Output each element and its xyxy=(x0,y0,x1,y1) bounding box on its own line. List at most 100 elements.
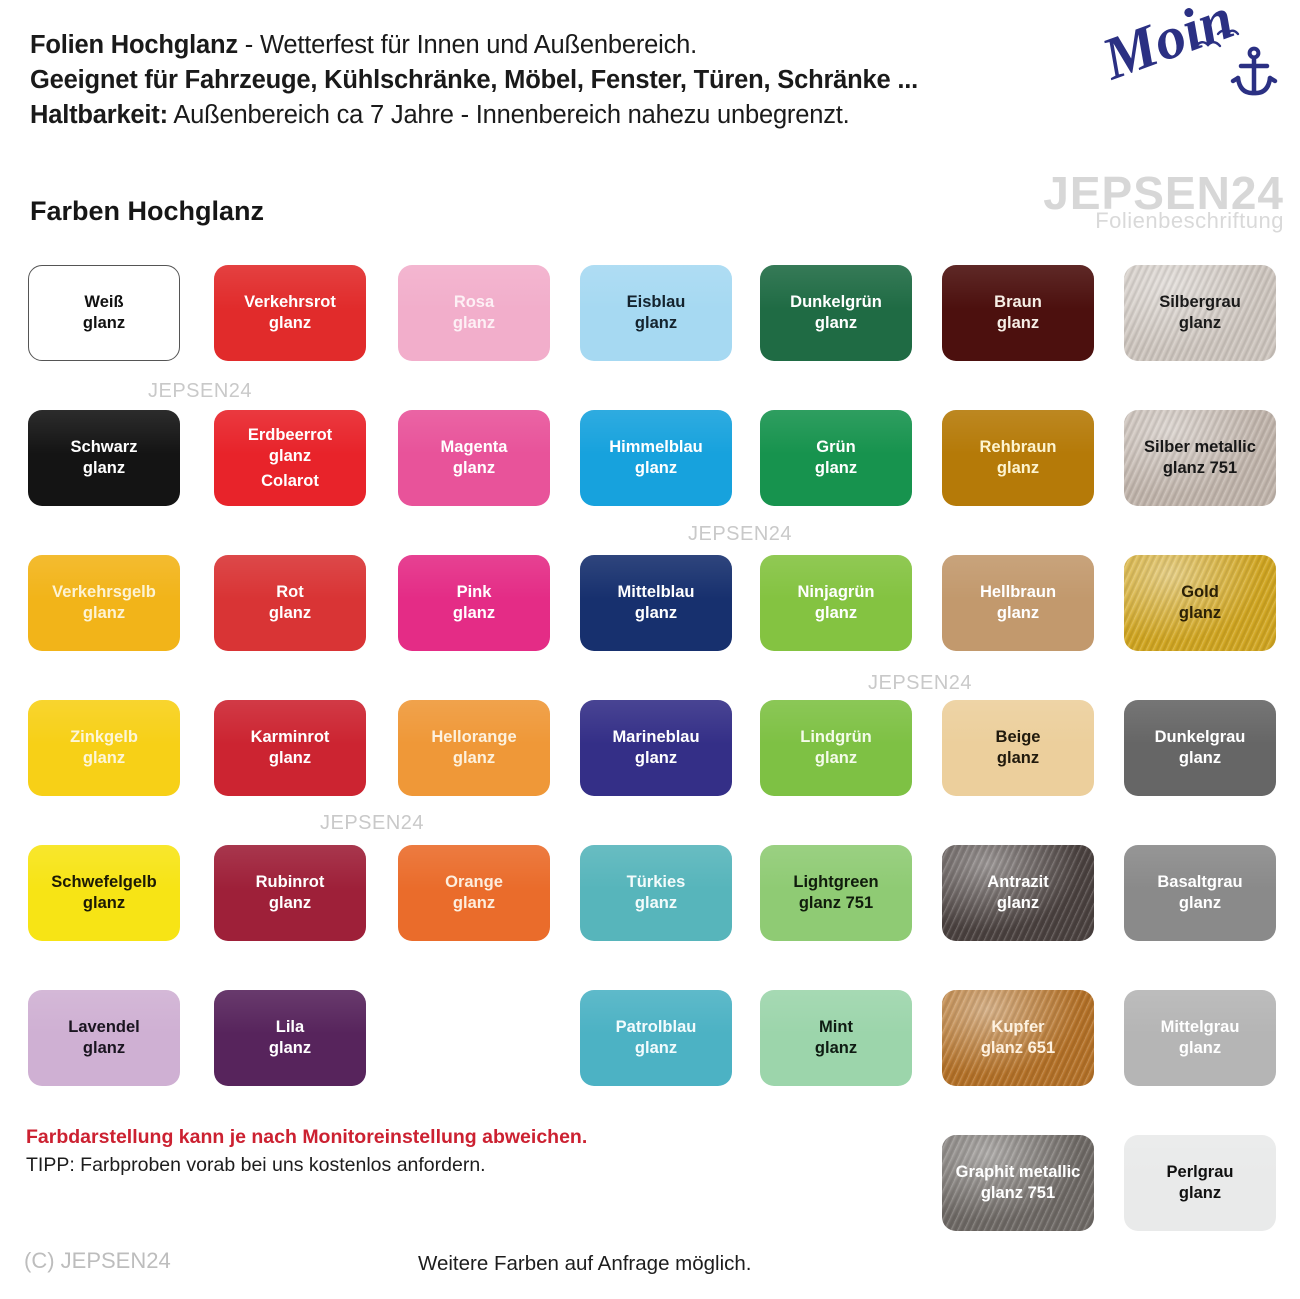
color-swatch[interactable]: Himmelblau glanz xyxy=(580,410,732,506)
color-swatch[interactable]: Karminrot glanz xyxy=(214,700,366,796)
color-swatch[interactable]: Dunkelgrün glanz xyxy=(760,265,912,361)
color-swatch[interactable]: Mint glanz xyxy=(760,990,912,1086)
color-swatch[interactable]: Marineblau glanz xyxy=(580,700,732,796)
color-swatch[interactable]: Lavendel glanz xyxy=(28,990,180,1086)
color-swatch[interactable]: Braun glanz xyxy=(942,265,1094,361)
color-swatch[interactable]: Magenta glanz xyxy=(398,410,550,506)
color-finish: glanz xyxy=(268,604,312,622)
color-swatch[interactable]: Schwefelgelb glanz xyxy=(28,845,180,941)
color-swatch[interactable]: Hellorange glanz xyxy=(398,700,550,796)
color-swatch[interactable]: Türkies glanz xyxy=(580,845,732,941)
color-swatch-label: Lightgreen glanz 751 xyxy=(789,872,882,914)
color-name: Eisblau xyxy=(626,293,686,311)
color-swatch[interactable]: Silbergrau glanz xyxy=(1124,265,1276,361)
color-swatch-label: Hellorange glanz xyxy=(427,727,520,769)
color-swatch[interactable]: Verkehrsgelb glanz xyxy=(28,555,180,651)
color-finish: glanz xyxy=(634,894,678,912)
header-line-3-bold: Haltbarkeit: xyxy=(30,101,168,129)
color-swatch[interactable]: Rot glanz xyxy=(214,555,366,651)
color-swatch[interactable]: Grün glanz xyxy=(760,410,912,506)
color-swatch-label: Lindgrün glanz xyxy=(796,727,875,769)
color-finish: glanz 751 xyxy=(980,1184,1056,1202)
color-finish: glanz xyxy=(1178,894,1222,912)
color-finish: glanz xyxy=(452,894,496,912)
color-swatch[interactable]: Eisblau glanz xyxy=(580,265,732,361)
color-swatch[interactable]: Mittelblau glanz xyxy=(580,555,732,651)
color-finish: glanz xyxy=(1178,749,1222,767)
color-swatch-label: Rosa glanz xyxy=(449,292,499,334)
more-colors-note: Weitere Farben auf Anfrage möglich. xyxy=(418,1252,752,1275)
color-swatch-label: Mittelgrau glanz xyxy=(1157,1017,1244,1059)
color-swatch[interactable]: Perlgrau glanz xyxy=(1124,1135,1276,1231)
header-block: Folien Hochglanz - Wetterfest für Innen … xyxy=(30,28,1270,133)
color-swatch[interactable]: Antrazit glanz xyxy=(942,845,1094,941)
color-swatch[interactable]: Hellbraun glanz xyxy=(942,555,1094,651)
color-finish: glanz xyxy=(1178,1184,1222,1202)
color-swatch[interactable]: Patrolblau glanz xyxy=(580,990,732,1086)
color-finish: glanz xyxy=(1178,1039,1222,1057)
color-name: Braun xyxy=(994,293,1042,311)
color-name: Rubinrot xyxy=(255,873,325,891)
color-finish: glanz xyxy=(452,314,496,332)
color-swatch[interactable]: Rehbraun glanz xyxy=(942,410,1094,506)
color-finish: glanz xyxy=(82,314,126,332)
color-swatch[interactable]: Beige glanz xyxy=(942,700,1094,796)
color-name: Gold xyxy=(1181,583,1219,601)
color-swatch[interactable]: Erdbeerrot glanz Colarot xyxy=(214,410,366,506)
color-finish: glanz xyxy=(634,314,678,332)
color-swatch-label: Verkehrsgelb glanz xyxy=(48,582,160,624)
color-swatch[interactable]: Graphit metallic glanz 751 xyxy=(942,1135,1094,1231)
color-finish: glanz xyxy=(82,604,126,622)
color-swatch[interactable]: Lindgrün glanz xyxy=(760,700,912,796)
color-swatch[interactable]: Rosa glanz xyxy=(398,265,550,361)
color-swatch-label: Mittelblau glanz xyxy=(614,582,699,624)
color-swatch[interactable]: Orange glanz xyxy=(398,845,550,941)
color-swatch[interactable]: Basaltgrau glanz xyxy=(1124,845,1276,941)
color-swatch[interactable]: Zinkgelb glanz xyxy=(28,700,180,796)
color-swatch[interactable]: Dunkelgrau glanz xyxy=(1124,700,1276,796)
color-swatch[interactable]: Rubinrot glanz xyxy=(214,845,366,941)
color-swatch[interactable]: Ninjagrün glanz xyxy=(760,555,912,651)
color-swatch[interactable]: Weiß glanz xyxy=(28,265,180,361)
color-swatch[interactable]: Verkehrsrot glanz xyxy=(214,265,366,361)
color-swatch[interactable]: Silber metallic glanz 751 xyxy=(1124,410,1276,506)
color-name: Rosa xyxy=(453,293,495,311)
color-swatch-label: Eisblau glanz xyxy=(623,292,690,334)
color-swatch-grid: Weiß glanz Verkehrsrot glanz Rosa glanz Eisbla… xyxy=(0,265,1300,1280)
color-name: Marineblau xyxy=(612,728,700,746)
color-finish: glanz xyxy=(268,314,312,332)
color-finish: glanz xyxy=(452,459,496,477)
color-swatch-label: Zinkgelb glanz xyxy=(66,727,142,769)
header-line-1-rest: - Wetterfest für Innen und Außenbereich. xyxy=(237,31,697,59)
color-swatch[interactable]: Mittelgrau glanz xyxy=(1124,990,1276,1086)
color-finish: glanz xyxy=(634,604,678,622)
swatch-row: Verkehrsgelb glanz Rot glanz Pink glanz Mittel… xyxy=(0,555,1300,700)
color-swatch[interactable]: Gold glanz xyxy=(1124,555,1276,651)
color-swatch-label: Ninjagrün glanz xyxy=(794,582,879,624)
color-swatch-label: Schwefelgelb glanz xyxy=(47,872,160,914)
color-name: Lila xyxy=(275,1018,305,1036)
color-swatch[interactable]: Schwarz glanz xyxy=(28,410,180,506)
color-swatch[interactable]: Lightgreen glanz 751 xyxy=(760,845,912,941)
color-finish: glanz xyxy=(996,459,1040,477)
color-swatch-label: Grün glanz xyxy=(811,437,861,479)
brand-watermark: JEPSEN24 Folienbeschriftung xyxy=(1043,170,1284,232)
color-finish: glanz 751 xyxy=(798,894,874,912)
brand-name: JEPSEN24 xyxy=(1043,167,1284,219)
color-swatch-label: Pink glanz xyxy=(449,582,499,624)
color-swatch[interactable]: Pink glanz xyxy=(398,555,550,651)
color-swatch-label: Silbergrau glanz xyxy=(1155,292,1245,334)
color-name: Lightgreen xyxy=(793,873,879,891)
color-name: Rot xyxy=(276,583,304,601)
copyright-label: (C) JEPSEN24 xyxy=(24,1248,171,1273)
color-finish: glanz xyxy=(268,894,312,912)
color-name: Rehbraun xyxy=(979,438,1057,456)
color-swatch[interactable]: Lila glanz xyxy=(214,990,366,1086)
color-name: Türkies xyxy=(626,873,686,891)
color-finish: glanz xyxy=(814,1039,858,1057)
color-name: Patrolblau xyxy=(615,1018,697,1036)
color-swatch-label: Schwarz glanz xyxy=(67,437,142,479)
color-finish: glanz xyxy=(82,749,126,767)
color-name: Beige xyxy=(995,728,1041,746)
color-swatch[interactable]: Kupfer glanz 651 xyxy=(942,990,1094,1086)
